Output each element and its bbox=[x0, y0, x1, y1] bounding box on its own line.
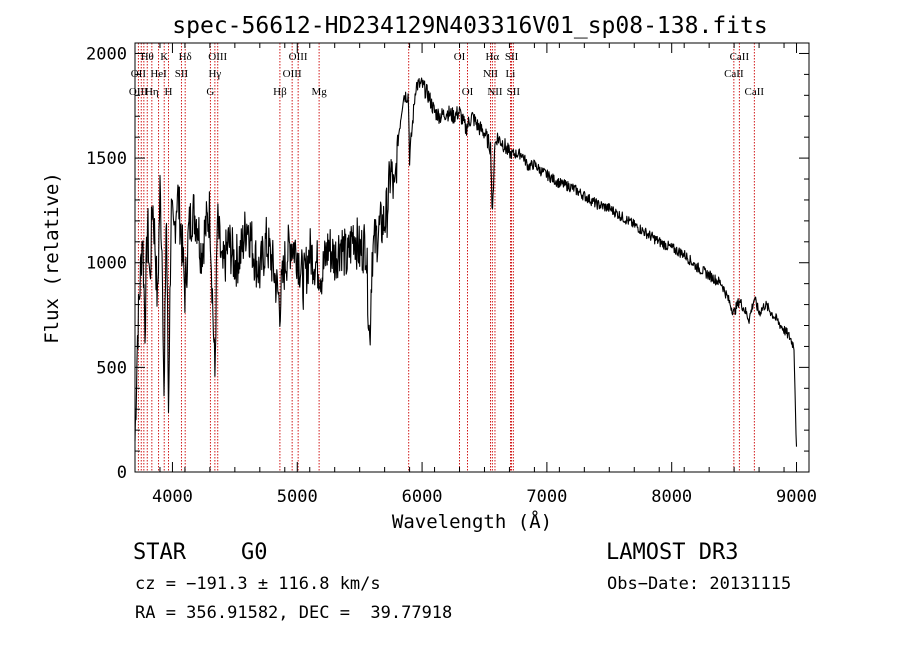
x-tick-label: 9000 bbox=[776, 487, 817, 507]
y-axis-label: Flux (relative) bbox=[41, 172, 63, 344]
ra-dec-coordinates: RA = 356.91582, DEC = 39.77918 bbox=[135, 603, 453, 623]
line-label: OIII bbox=[289, 51, 308, 63]
y-tick-label: 0 bbox=[117, 463, 127, 483]
flux-series-line bbox=[134, 77, 798, 447]
x-axis-label: Wavelength (Å) bbox=[392, 510, 552, 533]
line-label: Mg bbox=[311, 86, 327, 98]
x-tick-label: 8000 bbox=[651, 487, 692, 507]
line-label: HeI bbox=[150, 68, 167, 80]
line-label: Hγ bbox=[208, 68, 221, 80]
line-label: Hη bbox=[145, 86, 159, 98]
redshift-cz: cz = −191.3 ± 116.8 km/s bbox=[135, 574, 381, 594]
line-label: CaII bbox=[724, 68, 744, 80]
line-label: CaII bbox=[745, 86, 765, 98]
line-label: Hα bbox=[485, 51, 499, 63]
object-class: STAR bbox=[133, 540, 186, 565]
line-label: SII bbox=[507, 86, 521, 98]
line-label: OIII bbox=[129, 86, 148, 98]
line-label: Hθ bbox=[141, 51, 154, 63]
line-label: OIII bbox=[208, 51, 227, 63]
line-label: Hβ bbox=[273, 86, 287, 98]
y-tick-label: 500 bbox=[96, 358, 127, 378]
line-label: SII bbox=[505, 51, 519, 63]
observation-date: Obs−Date: 20131115 bbox=[607, 574, 792, 594]
y-tick-label: 1000 bbox=[86, 254, 127, 274]
line-label: NII bbox=[483, 68, 499, 80]
plot-frame bbox=[134, 42, 810, 473]
line-label: G bbox=[206, 86, 214, 98]
line-label: Li bbox=[506, 68, 516, 80]
line-label: NII bbox=[487, 86, 503, 98]
x-tick-label: 4000 bbox=[152, 487, 193, 507]
line-label: Hδ bbox=[179, 51, 192, 63]
line-label: OI bbox=[462, 86, 474, 98]
axes: 4000 5000 6000 7000 8000 9000 0 500 1000 1500 2000 bbox=[86, 43, 817, 507]
spectral-subclass: G0 bbox=[241, 540, 268, 565]
line-label: K bbox=[160, 51, 168, 63]
line-label: H bbox=[164, 86, 172, 98]
x-tick-label: 5000 bbox=[277, 487, 318, 507]
x-tick-label: 7000 bbox=[526, 487, 567, 507]
x-tick-label: 6000 bbox=[402, 487, 443, 507]
chart-title: spec-56612-HD234129N403316V01_sp08-138.f… bbox=[172, 13, 767, 39]
line-label: CaII bbox=[730, 51, 750, 63]
y-tick-label: 2000 bbox=[86, 44, 127, 64]
line-label: SII bbox=[175, 68, 189, 80]
line-label: OIII bbox=[283, 68, 302, 80]
survey-label: LAMOST DR3 bbox=[606, 540, 739, 565]
y-tick-label: 1500 bbox=[86, 149, 127, 169]
line-label: OI bbox=[454, 51, 466, 63]
